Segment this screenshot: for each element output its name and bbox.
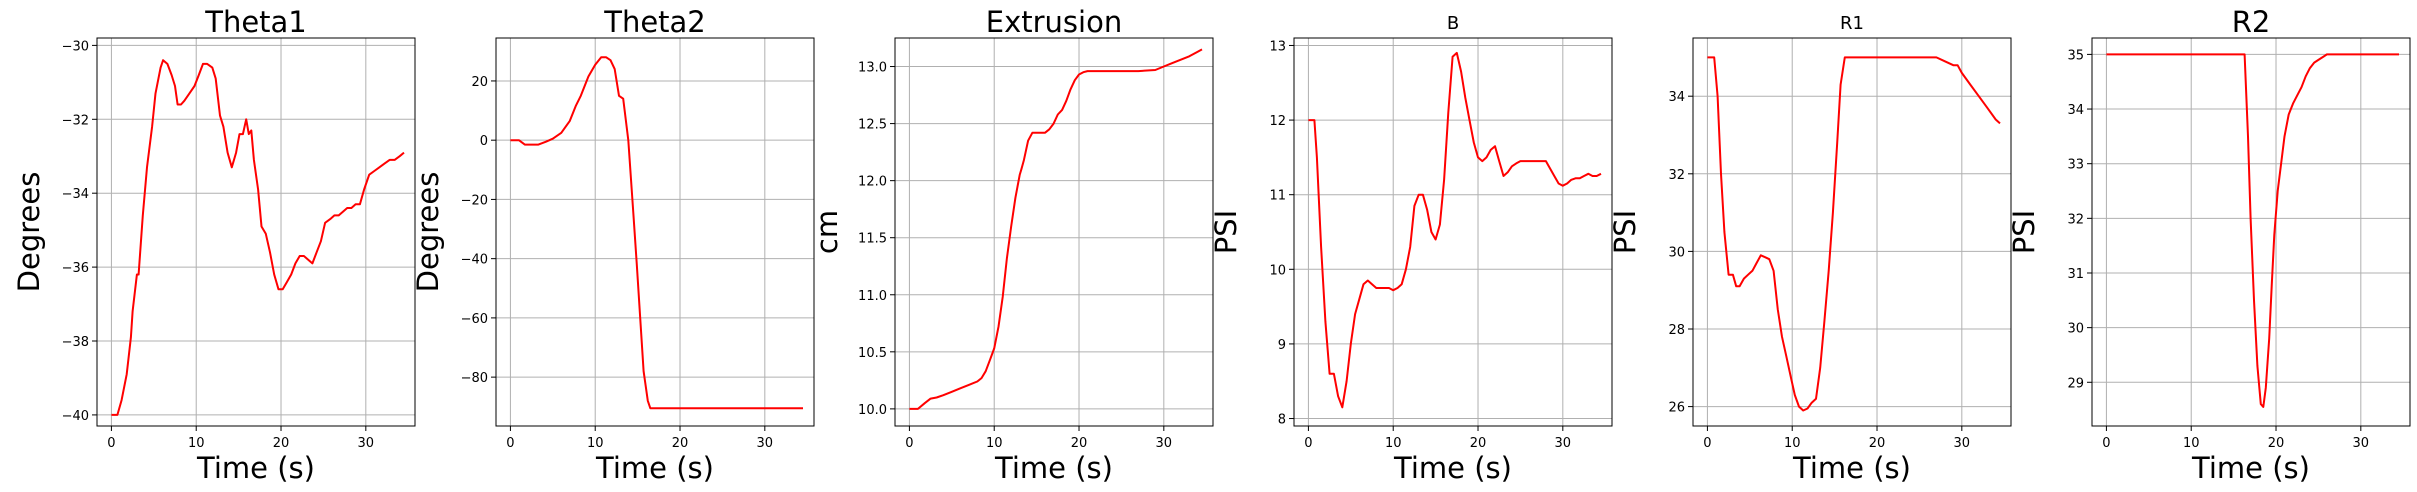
x-tick-label: 30	[1555, 436, 1572, 451]
x-tick-label: 10	[188, 436, 205, 451]
chart-panel: 0 10 20 30 29 30 31 32 33 34 35 R2 Time (s) PSI	[2007, 5, 2411, 485]
y-axis-label: PSI	[2007, 210, 2041, 254]
series-line	[111, 59, 405, 416]
x-axis-label: Time (s)	[2191, 451, 2310, 485]
x-tick-label: 20	[1071, 436, 1088, 451]
y-tick-label: 26	[1668, 401, 1685, 416]
x-axis-label: Time (s)	[196, 451, 315, 485]
y-tick-label: −80	[461, 371, 488, 386]
chart-title: Theta2	[603, 5, 706, 39]
y-tick-label: 34	[2067, 103, 2084, 118]
series-line	[1707, 56, 2001, 412]
x-tick-label: 10	[587, 436, 604, 451]
y-axis-label: Degrees	[411, 172, 445, 293]
x-axis-label: Time (s)	[1792, 451, 1911, 485]
x-tick-label: 20	[1470, 436, 1487, 451]
x-tick-label: 30	[358, 436, 375, 451]
x-tick-label: 30	[2353, 436, 2370, 451]
x-tick-label: 10	[986, 436, 1003, 451]
y-tick-label: 9	[1278, 338, 1286, 353]
y-tick-label: 11	[1269, 189, 1286, 204]
y-tick-label: −32	[62, 113, 89, 128]
x-tick-label: 0	[2102, 436, 2110, 451]
y-tick-label: 10.5	[858, 346, 887, 361]
chart-title: B	[1447, 13, 1459, 34]
y-axis-label: PSI	[1608, 210, 1642, 254]
chart-panel: 0 10 20 30 26 28 30 32 34 R1 Time (s) PSI	[1608, 13, 2012, 485]
axes-frame	[894, 37, 1214, 427]
y-tick-label: 28	[1668, 323, 1685, 338]
y-tick-label: 20	[471, 75, 488, 90]
x-tick-label: 20	[1869, 436, 1886, 451]
series-line	[510, 56, 803, 410]
y-tick-label: 8	[1278, 413, 1286, 428]
y-tick-label: 13.0	[858, 61, 887, 76]
x-tick-label: 20	[2268, 436, 2285, 451]
chart-panel: 0 10 20 30 8 9 10 11 12 13 B Time (s) PSI	[1209, 13, 1613, 485]
x-tick-label: 0	[107, 436, 115, 451]
series-line	[909, 48, 1203, 410]
y-tick-label: −60	[461, 312, 488, 327]
y-tick-label: −38	[62, 335, 89, 350]
y-tick-label: 12.0	[858, 175, 887, 190]
chart-title: Extrusion	[986, 5, 1122, 39]
y-axis-label: cm	[810, 210, 844, 254]
axes-frame	[96, 37, 416, 427]
axes-frame	[1293, 37, 1613, 427]
y-tick-label: 32	[2067, 212, 2084, 227]
x-axis-label: Time (s)	[1393, 451, 1512, 485]
y-axis-label: PSI	[1209, 210, 1243, 254]
y-tick-label: 33	[2067, 158, 2084, 173]
x-tick-label: 20	[273, 436, 290, 451]
y-tick-label: 12	[1269, 114, 1286, 129]
x-axis-label: Time (s)	[595, 451, 714, 485]
x-tick-label: 0	[905, 436, 913, 451]
y-tick-label: 31	[2067, 267, 2084, 282]
y-tick-label: 35	[2067, 48, 2084, 63]
chart-panel: 0 10 20 30 −40 −38 −36 −34 −32 −30 Theta1 Time (s) D…	[12, 5, 416, 485]
y-tick-label: 34	[1668, 90, 1685, 105]
y-tick-label: −40	[461, 253, 488, 268]
x-tick-label: 0	[1703, 436, 1711, 451]
y-tick-label: −34	[62, 187, 89, 202]
y-tick-label: −36	[62, 261, 89, 276]
axes-frame	[2091, 37, 2411, 427]
y-tick-label: 30	[2067, 322, 2084, 337]
x-tick-label: 10	[1784, 436, 1801, 451]
x-tick-label: 30	[757, 436, 774, 451]
chart-title: Theta1	[204, 5, 307, 39]
x-tick-label: 30	[1156, 436, 1173, 451]
chart-title: R2	[2232, 5, 2271, 39]
x-tick-label: 0	[1304, 436, 1312, 451]
y-tick-label: 29	[2067, 376, 2084, 391]
x-tick-label: 10	[1385, 436, 1402, 451]
y-tick-label: −40	[62, 409, 89, 424]
y-tick-label: 30	[1668, 245, 1685, 260]
y-tick-label: 10	[1269, 263, 1286, 278]
x-tick-label: 0	[506, 436, 514, 451]
y-tick-label: 12.5	[858, 118, 887, 133]
chart-panel: 0 10 20 30 10.0 10.5 11.0 11.5 12.0 12.5 13.0 Extru…	[810, 5, 1214, 485]
y-axis-label: Degrees	[12, 172, 46, 293]
chart-panel: 0 10 20 30 −80 −60 −40 −20 0 20 Theta2 Time (s) Degr…	[411, 5, 815, 485]
x-tick-label: 10	[2183, 436, 2200, 451]
y-tick-label: 32	[1668, 168, 1685, 183]
y-tick-label: 10.0	[858, 403, 887, 418]
y-tick-label: −20	[461, 193, 488, 208]
x-tick-label: 20	[672, 436, 689, 451]
series-line	[2106, 53, 2399, 408]
y-tick-label: 11.5	[858, 232, 887, 247]
y-tick-label: −30	[62, 39, 89, 54]
chart-title: R1	[1840, 13, 1864, 34]
series-line	[1308, 51, 1602, 409]
y-tick-label: 0	[480, 134, 488, 149]
y-tick-label: 11.0	[858, 289, 887, 304]
y-tick-label: 13	[1269, 39, 1286, 54]
axes-frame	[1692, 37, 2012, 427]
axes-frame	[495, 37, 815, 427]
x-axis-label: Time (s)	[994, 451, 1113, 485]
x-tick-label: 30	[1954, 436, 1971, 451]
